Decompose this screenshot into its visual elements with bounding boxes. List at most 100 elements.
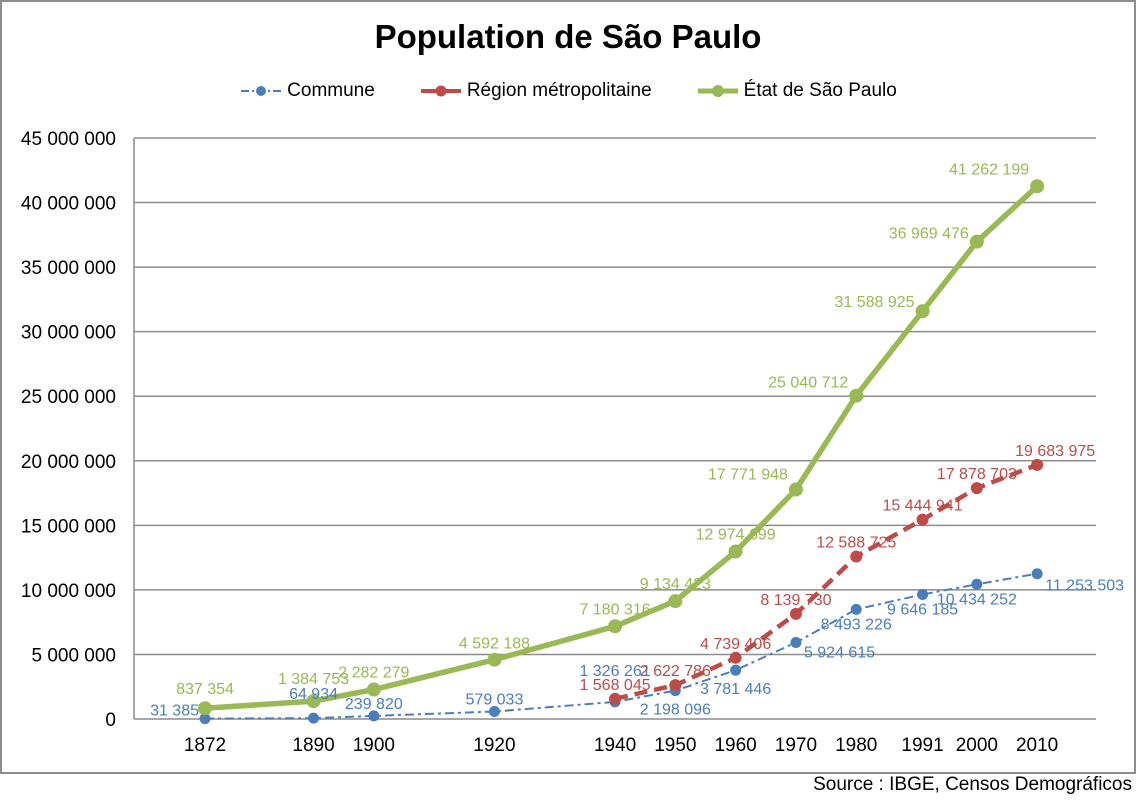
- data-label: 1 568 045: [579, 677, 650, 694]
- source-note: Source : IBGE, Censos Demográficos: [813, 774, 1132, 795]
- y-tick-label: 15 000 000: [21, 516, 116, 537]
- data-point: [609, 692, 622, 705]
- data-point: [728, 544, 743, 559]
- y-tick-label: 45 000 000: [21, 129, 116, 150]
- data-label: 1 326 261: [579, 663, 650, 680]
- legend-item-commune: Commune: [239, 80, 375, 102]
- data-label: 3 781 446: [700, 681, 771, 698]
- data-label: 579 033: [466, 692, 524, 709]
- data-label: 1 384 753: [278, 671, 349, 688]
- data-point: [916, 513, 929, 526]
- data-label: 239 820: [345, 696, 403, 713]
- data-label: 2 622 786: [640, 663, 711, 680]
- x-tick-label: 1940: [594, 735, 636, 756]
- x-tick-label: 2000: [956, 735, 998, 756]
- y-tick-label: 20 000 000: [21, 452, 116, 473]
- legend-marker-etat: [697, 85, 738, 97]
- y-tick-label: 0: [105, 710, 116, 731]
- data-label: 12 974 699: [696, 526, 776, 543]
- x-tick-label: 1970: [775, 735, 817, 756]
- data-point: [366, 682, 381, 697]
- data-label: 12 588 725: [816, 534, 896, 551]
- y-tick-label: 35 000 000: [21, 258, 116, 279]
- data-point: [308, 712, 320, 724]
- legend-label-region: Région métropolitaine: [466, 80, 652, 101]
- data-label: 8 139 730: [760, 592, 831, 609]
- y-tick-label: 10 000 000: [21, 581, 116, 602]
- data-label: 837 354: [176, 681, 234, 698]
- data-point: [790, 637, 802, 649]
- data-label: 36 969 476: [889, 226, 969, 243]
- y-tick-label: 25 000 000: [21, 387, 116, 408]
- data-point: [668, 594, 683, 609]
- legend: Commune Région métropolitaine État de Sã…: [0, 80, 1136, 102]
- x-tick-label: 1991: [901, 735, 943, 756]
- data-label: 64 934: [289, 686, 338, 703]
- data-point: [730, 664, 742, 676]
- data-label: 4 592 188: [459, 636, 530, 653]
- chart-title: Population de São Paulo: [374, 18, 762, 55]
- data-label: 2 282 279: [338, 665, 409, 682]
- data-label: 9 646 185: [887, 601, 958, 618]
- data-label: 11 253 503: [1045, 578, 1124, 595]
- data-label: 2 198 096: [640, 702, 711, 719]
- data-point: [669, 679, 682, 692]
- series-line-2: [204, 184, 1040, 711]
- data-label: 31 588 925: [834, 294, 914, 311]
- data-point: [917, 588, 929, 600]
- legend-marker-region: [420, 85, 461, 97]
- data-point: [368, 710, 380, 722]
- data-point: [788, 482, 803, 497]
- data-point: [487, 652, 502, 667]
- y-tick-label: 30 000 000: [21, 323, 116, 344]
- series-line-0: [204, 572, 1038, 720]
- data-label: 25 040 712: [768, 375, 848, 392]
- data-point: [971, 578, 983, 590]
- data-point: [969, 234, 984, 249]
- data-label: 9 134 423: [640, 576, 711, 593]
- data-label: 5 924 615: [804, 645, 875, 662]
- data-label: 15 444 941: [883, 498, 963, 515]
- data-label: 10 434 252: [937, 591, 1017, 608]
- x-tick-label: 1980: [835, 735, 877, 756]
- data-point: [608, 619, 623, 634]
- y-tick-label: 5 000 000: [31, 645, 116, 666]
- series-line-1: [614, 462, 1038, 701]
- data-point: [306, 694, 321, 709]
- data-label: 8 493 226: [821, 616, 892, 633]
- data-point: [1031, 568, 1043, 580]
- legend-label-etat: État de São Paulo: [743, 80, 897, 101]
- data-point: [850, 550, 863, 563]
- data-label: 4 739 406: [700, 636, 771, 653]
- data-point: [970, 482, 983, 495]
- data-point: [488, 706, 500, 718]
- data-point: [199, 713, 211, 725]
- chart-frame: [0, 0, 1136, 774]
- x-tick-label: 1900: [353, 735, 395, 756]
- data-label: 17 771 948: [708, 467, 788, 484]
- data-point: [729, 651, 742, 664]
- data-label: 19 683 975: [1015, 443, 1095, 460]
- x-tick-label: 1920: [473, 735, 515, 756]
- x-tick-label: 1950: [654, 735, 696, 756]
- x-tick-label: 1872: [184, 735, 226, 756]
- data-point: [1031, 458, 1044, 471]
- data-point: [850, 603, 862, 615]
- data-label: 41 262 199: [949, 161, 1029, 178]
- data-label: 17 878 703: [937, 466, 1017, 483]
- data-point: [849, 388, 864, 403]
- x-tick-label: 1960: [714, 735, 756, 756]
- data-point: [1030, 179, 1045, 194]
- legend-marker-commune: [241, 86, 282, 96]
- y-tick-label: 40 000 000: [21, 194, 116, 215]
- legend-item-etat: État de São Paulo: [696, 80, 897, 102]
- data-point: [915, 304, 930, 319]
- x-tick-label: 2010: [1016, 735, 1058, 756]
- data-label: 31 385: [150, 703, 199, 720]
- legend-label-commune: Commune: [287, 80, 375, 101]
- legend-item-region: Région métropolitaine: [419, 80, 652, 102]
- data-label: 7 180 316: [579, 601, 650, 618]
- data-point: [198, 701, 212, 716]
- x-tick-label: 1890: [292, 735, 334, 756]
